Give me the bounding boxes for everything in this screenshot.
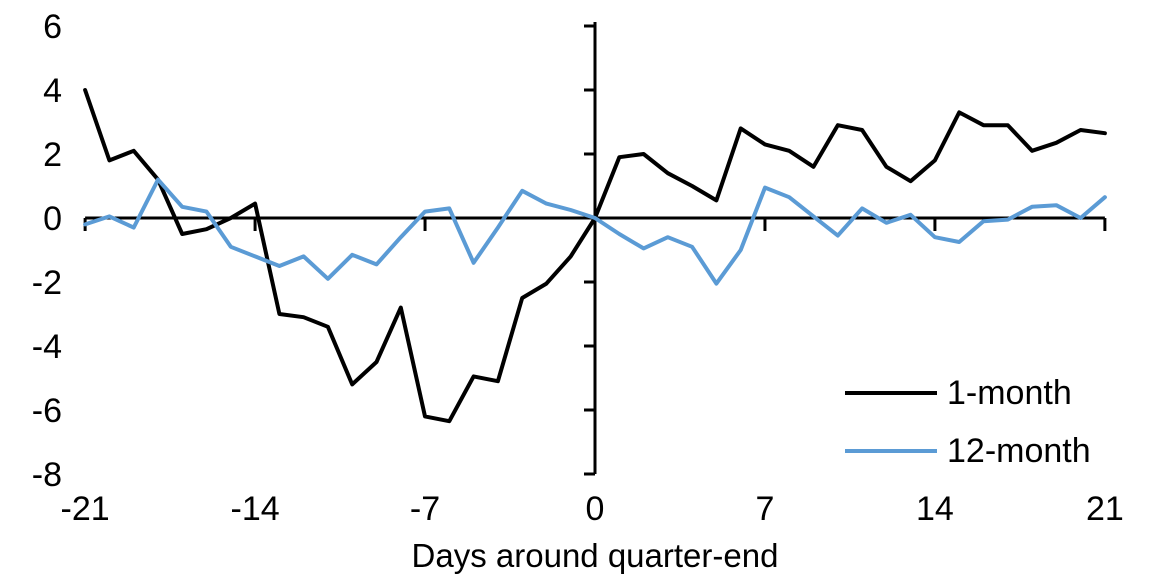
y-tick-label: 0 <box>43 200 62 238</box>
x-tick-label: 7 <box>755 490 774 528</box>
x-axis-title: Days around quarter-end <box>412 537 779 574</box>
x-tick-label: 14 <box>916 490 954 528</box>
legend-item-1-month: 1-month <box>845 375 1091 411</box>
series-line-12-month <box>83 177 1107 286</box>
y-tick-label: -4 <box>32 328 62 366</box>
legend-label-12-month: 12-month <box>947 432 1091 470</box>
chart-legend: 1-month 12-month <box>845 375 1091 469</box>
y-tick-label: 2 <box>43 136 62 174</box>
x-tick-label: -21 <box>61 490 110 528</box>
x-tick-label: -14 <box>231 490 280 528</box>
x-tick-label: 0 <box>586 490 605 528</box>
legend-label-1-month: 1-month <box>947 374 1072 412</box>
y-tick-label: 6 <box>43 8 62 46</box>
y-tick-label: 4 <box>43 72 62 110</box>
y-tick-label: -2 <box>32 264 62 302</box>
legend-item-12-month: 12-month <box>845 433 1091 469</box>
legend-swatch-1-month <box>845 391 937 395</box>
y-tick-label: -6 <box>32 392 62 430</box>
x-tick-label: 21 <box>1086 490 1124 528</box>
legend-swatch-12-month <box>845 449 937 453</box>
x-tick-label: -7 <box>410 490 440 528</box>
y-tick-label: -8 <box>32 456 62 494</box>
